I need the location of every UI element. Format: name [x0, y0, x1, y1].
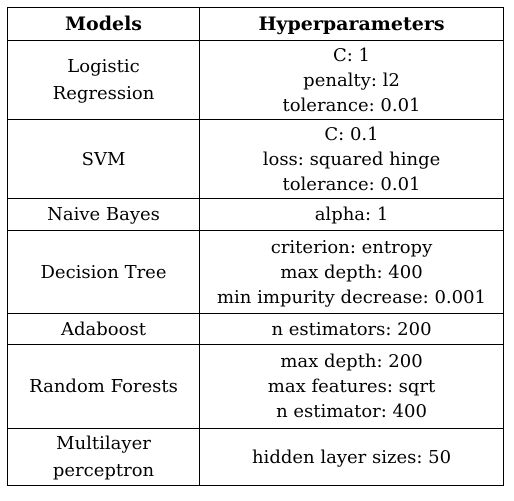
model-name-line: perceptron	[52, 460, 155, 481]
model-cell: SVM	[7, 119, 200, 199]
model-name: SVM	[81, 148, 126, 170]
model-cell: Random Forests	[7, 344, 200, 429]
hyperparameter-line: loss: squared hinge	[262, 148, 441, 170]
table-row: SVM C: 0.1 loss: squared hinge tolerance…	[7, 119, 504, 199]
table-header-row: Models Hyperparameters	[7, 7, 504, 41]
hyperparameter-line: n estimators: 200	[271, 318, 432, 340]
hyperparameter-line: alpha: 1	[314, 204, 389, 225]
column-header-models: Models	[7, 7, 200, 41]
model-name: Logistic Regression	[53, 53, 155, 107]
table-row: Random Forests max depth: 200 max featur…	[7, 344, 504, 429]
model-cell: Logistic Regression	[7, 40, 200, 120]
hyperparameter-line: max features: sqrt	[267, 376, 436, 397]
model-name: Random Forests	[29, 376, 178, 397]
hyperparameter-line: min impurity decrease: 0.001	[216, 286, 486, 308]
model-cell: Adaboost	[7, 313, 200, 345]
hyperparameter-line: hidden layer sizes: 50	[251, 446, 452, 468]
hyperparameter-line: tolerance: 0.01	[282, 173, 421, 195]
hyperparameter-line: max depth: 400	[280, 261, 423, 283]
model-name-line: Regression	[52, 83, 155, 104]
model-name: Adaboost	[61, 318, 146, 340]
hyperparameters-cell: C: 1 penalty: l2 tolerance: 0.01	[199, 40, 504, 120]
hyperparameters-cell: max depth: 200 max features: sqrt n esti…	[199, 344, 504, 429]
model-name: Decision Tree	[40, 261, 167, 283]
hyperparameter-line: criterion: entropy	[270, 236, 433, 258]
hyperparameters-cell: C: 0.1 loss: squared hinge tolerance: 0.…	[199, 119, 504, 199]
table-row: Logistic Regression C: 1 penalty: l2 tol…	[7, 40, 504, 120]
model-cell: Naive Bayes	[7, 198, 200, 231]
column-header-hyperparameters: Hyperparameters	[199, 7, 504, 41]
hyperparameter-table: Models Hyperparameters Logistic Regressi…	[7, 7, 504, 486]
hyperparameter-line: penalty: l2	[303, 69, 400, 91]
model-name: Multilayer perceptron	[53, 430, 154, 484]
hyperparameter-line: C: 0.1	[324, 123, 379, 145]
table-row: Naive Bayes alpha: 1	[7, 198, 504, 231]
table-row: Decision Tree criterion: entropy max dep…	[7, 230, 504, 314]
hyperparameters-cell: hidden layer sizes: 50	[199, 428, 504, 486]
hyperparameter-line: max depth: 200	[280, 351, 423, 372]
model-name-line: Multilayer	[56, 433, 151, 454]
hyperparameter-line: n estimator: 400	[276, 401, 427, 422]
table-row: Adaboost n estimators: 200	[7, 313, 504, 345]
hyperparameters-cell: criterion: entropy max depth: 400 min im…	[199, 230, 504, 314]
hyperparameters-cell: n estimators: 200	[199, 313, 504, 345]
model-cell: Multilayer perceptron	[7, 428, 200, 486]
model-name-line: Logistic	[67, 56, 140, 77]
model-cell: Decision Tree	[7, 230, 200, 314]
hyperparameter-table-container: Models Hyperparameters Logistic Regressi…	[7, 7, 504, 486]
hyperparameter-line: tolerance: 0.01	[282, 94, 421, 116]
hyperparameter-line: C: 1	[332, 44, 370, 66]
table-row: Multilayer perceptron hidden layer sizes…	[7, 428, 504, 486]
hyperparameters-cell: alpha: 1	[199, 198, 504, 231]
model-name: Naive Bayes	[47, 204, 160, 225]
